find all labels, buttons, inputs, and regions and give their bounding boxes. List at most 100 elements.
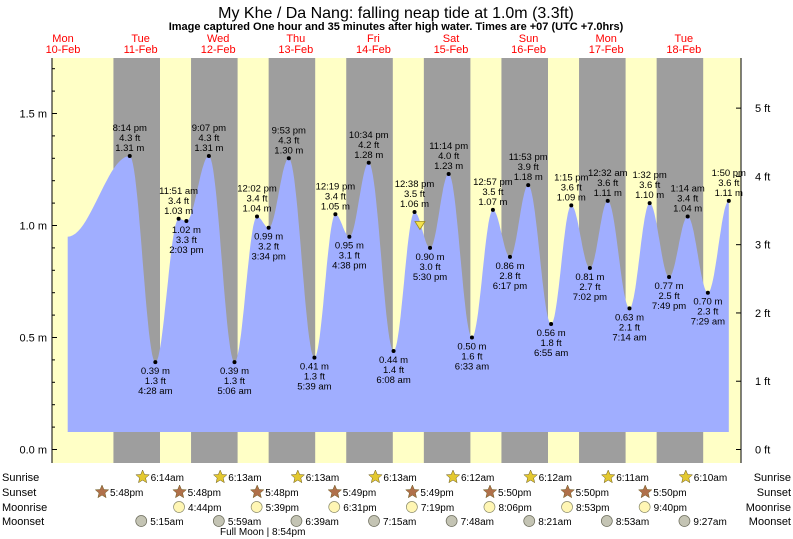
extreme-point xyxy=(446,171,451,176)
extreme-m: 1.28 m xyxy=(354,150,383,161)
extreme-point xyxy=(176,216,181,221)
day-date: 11-Feb xyxy=(124,44,158,56)
sunrise-time: 6:12am xyxy=(461,473,494,484)
extreme-ft: 1.4 ft xyxy=(383,365,404,376)
sunset-icon xyxy=(249,484,265,499)
sunset-icon xyxy=(637,484,653,499)
extreme-point xyxy=(726,198,731,203)
extreme-point xyxy=(255,214,259,219)
moonrise-time: 5:39pm xyxy=(266,503,299,514)
extreme-point xyxy=(184,219,189,224)
row-label-right: Sunset xyxy=(757,487,791,499)
extreme-time: 11:14 pm xyxy=(429,141,468,152)
extreme-ft: 1.3 ft xyxy=(304,372,325,383)
moonrise-icon xyxy=(561,501,573,513)
right-tick-label: 0 ft xyxy=(755,445,770,457)
extreme-point xyxy=(549,322,554,327)
extreme-time: 6:55 am xyxy=(534,348,568,359)
extreme-ft: 3.1 ft xyxy=(339,251,360,262)
extreme-ft: 3.4 ft xyxy=(325,191,346,202)
extreme-m: 1.09 m xyxy=(557,192,586,203)
extreme-m: 1.18 m xyxy=(514,172,543,183)
extreme-point xyxy=(347,234,352,239)
day-name: Thu xyxy=(286,33,305,45)
moonrise-time: 6:31pm xyxy=(343,503,376,514)
extreme-m: 1.10 m xyxy=(635,190,664,201)
sunrise-time: 6:13am xyxy=(383,473,416,484)
sunrise-icon xyxy=(523,469,538,484)
extreme-time: 4:38 pm xyxy=(332,261,366,272)
extreme-m: 1.31 m xyxy=(194,143,223,154)
extreme-time: 5:30 pm xyxy=(413,272,447,283)
extreme-ft: 3.5 ft xyxy=(404,189,425,200)
extreme-ft: 3.6 ft xyxy=(597,178,618,189)
extreme-point xyxy=(127,154,132,159)
day-date: 14-Feb xyxy=(356,44,391,56)
extreme-ft: 4.2 ft xyxy=(358,140,379,151)
day-name: Wed xyxy=(207,33,229,45)
day-name: Tue xyxy=(675,33,694,45)
sunset-icon xyxy=(172,484,187,499)
sunrise-icon xyxy=(290,469,306,484)
extreme-time: 3:34 pm xyxy=(251,252,285,263)
extreme-m: 0.63 m xyxy=(615,312,644,323)
extreme-m: 0.39 m xyxy=(141,366,170,377)
sunset-icon xyxy=(94,484,110,499)
extreme-ft: 2.1 ft xyxy=(619,322,640,333)
day-name: Sun xyxy=(519,33,539,45)
extreme-m: 1.30 m xyxy=(274,145,303,156)
day-date: 12-Feb xyxy=(201,44,236,56)
extreme-ft: 2.7 ft xyxy=(579,282,600,293)
moonset-icon xyxy=(445,515,458,527)
row-label-left: Sunset xyxy=(2,487,36,499)
sunrise-time: 6:11am xyxy=(616,473,649,484)
extreme-time: 12:38 pm xyxy=(395,179,435,190)
moonset-icon xyxy=(600,515,613,527)
sunrise-icon xyxy=(600,469,616,484)
sunrise-icon xyxy=(212,469,228,484)
sunset-time: 5:50pm xyxy=(498,488,531,499)
extreme-time: 11:51 am xyxy=(159,186,198,197)
sunrise-time: 6:12am xyxy=(539,473,572,484)
extreme-time: 1:50 pm xyxy=(712,168,746,179)
extreme-ft: 3.6 ft xyxy=(718,178,739,189)
extreme-time: 1:32 pm xyxy=(632,170,666,181)
moonrise-icon xyxy=(405,501,418,513)
extreme-time: 12:19 pm xyxy=(316,181,356,192)
left-tick-label: 1.0 m xyxy=(19,221,47,233)
extreme-time: 6:17 pm xyxy=(493,281,527,292)
extreme-m: 0.70 m xyxy=(693,297,722,308)
extreme-time: 7:02 pm xyxy=(573,292,607,303)
sunrise-time: 6:13am xyxy=(228,473,261,484)
extreme-time: 4:28 am xyxy=(138,386,172,397)
extreme-time: 12:02 pm xyxy=(237,184,277,195)
extreme-m: 0.44 m xyxy=(379,355,408,366)
sunset-icon xyxy=(405,484,420,499)
extreme-point xyxy=(412,210,417,215)
extreme-m: 1.23 m xyxy=(434,161,463,172)
moonset-time: 7:15am xyxy=(383,517,416,528)
extreme-ft: 3.4 ft xyxy=(246,194,267,205)
left-tick-label: 0.0 m xyxy=(19,445,47,457)
moonset-time: 5:15am xyxy=(150,517,183,528)
extreme-ft: 4.3 ft xyxy=(198,133,219,144)
moonset-icon xyxy=(290,515,303,527)
extreme-time: 7:49 pm xyxy=(652,301,686,312)
sunset-icon xyxy=(482,484,498,499)
extreme-m: 1.04 m xyxy=(242,204,271,215)
extreme-point xyxy=(286,156,291,161)
extreme-point xyxy=(206,154,211,159)
extreme-m: 1.31 m xyxy=(115,143,144,154)
extreme-ft: 1.8 ft xyxy=(541,338,562,349)
day-date: 17-Feb xyxy=(589,44,624,56)
sunrise-icon xyxy=(678,469,694,484)
day-name: Fri xyxy=(367,33,380,45)
extreme-ft: 1.6 ft xyxy=(461,352,482,363)
extreme-time: 10:34 pm xyxy=(349,130,389,141)
day-name: Mon xyxy=(595,33,616,45)
row-label-right: Sunrise xyxy=(754,472,791,484)
extreme-point xyxy=(153,360,158,365)
sunrise-icon xyxy=(368,469,383,484)
row-label-right: Moonset xyxy=(749,516,791,528)
moonset-time: 7:48am xyxy=(461,517,494,528)
